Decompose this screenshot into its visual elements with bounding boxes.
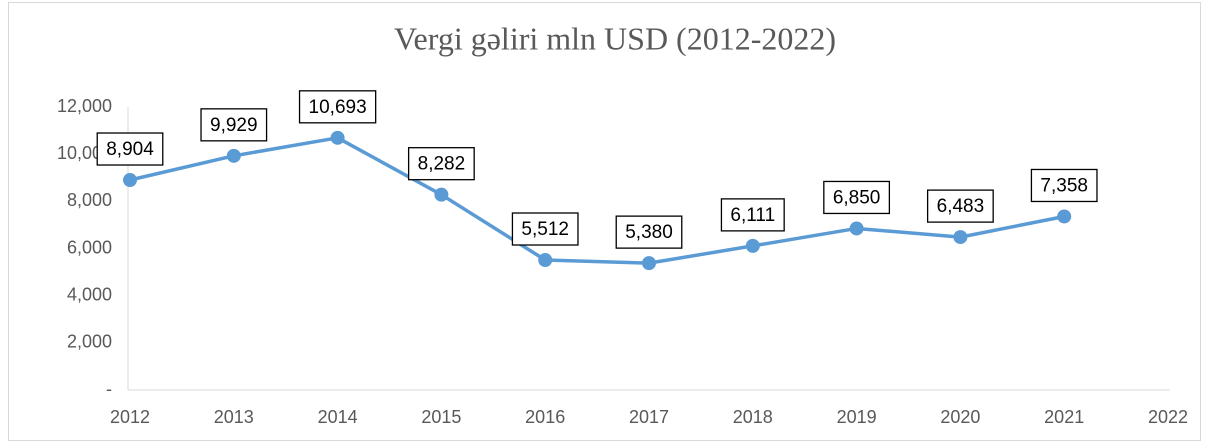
- x-tick-label: 2021: [1044, 407, 1084, 427]
- data-point: [1057, 209, 1072, 224]
- data-label: 6,850: [833, 187, 881, 208]
- y-tick-label: 8,000: [67, 190, 112, 210]
- x-tick-label: 2018: [733, 407, 773, 427]
- data-label: 7,358: [1040, 175, 1088, 196]
- data-point: [330, 130, 345, 145]
- data-label: 5,380: [625, 222, 673, 243]
- data-label: 6,111: [730, 205, 775, 226]
- data-point: [538, 253, 553, 268]
- series-line: [129, 136, 1065, 265]
- x-tick-label: 2019: [837, 407, 877, 427]
- chart-title: Vergi gəliri mln USD (2012-2022): [394, 20, 836, 56]
- data-point: [953, 230, 968, 245]
- x-tick-label: 2020: [940, 407, 980, 427]
- data-label-box: [407, 147, 475, 181]
- data-label-box: [200, 108, 268, 142]
- y-tick-label: 2,000: [67, 332, 112, 352]
- chart-frame: [8, 2, 1201, 441]
- x-tick-label: 2015: [421, 407, 461, 427]
- x-tick-label: 2022: [1148, 407, 1188, 427]
- data-label: 5,512: [521, 219, 569, 240]
- y-tick-label: 12,000: [57, 96, 112, 116]
- data-label: 9,929: [210, 115, 258, 136]
- y-tick-label: -: [106, 379, 112, 399]
- data-label-box: [720, 198, 785, 232]
- data-label: 10,693: [309, 97, 367, 118]
- data-point: [745, 238, 760, 253]
- data-point: [434, 187, 449, 202]
- data-label-box: [926, 189, 994, 223]
- data-label: 6,483: [937, 196, 985, 217]
- x-tick-label: 2017: [629, 407, 669, 427]
- x-tick-label: 2012: [110, 407, 150, 427]
- data-label-box: [298, 90, 377, 124]
- data-point: [849, 221, 864, 236]
- data-label-box: [511, 212, 579, 246]
- data-point: [123, 173, 137, 188]
- data-label-box: [96, 132, 164, 166]
- data-label: 8,282: [418, 154, 466, 175]
- y-tick-label: 4,000: [67, 284, 112, 304]
- x-tick-label: 2016: [525, 407, 565, 427]
- data-label: 8,904: [106, 139, 154, 160]
- data-point: [642, 256, 656, 271]
- x-tick-label: 2014: [318, 407, 358, 427]
- data-label-box: [823, 180, 891, 215]
- y-tick-label: 6,000: [67, 237, 112, 257]
- x-tick-label: 2013: [214, 407, 254, 427]
- data-point: [226, 148, 241, 163]
- data-label-box: [615, 215, 683, 249]
- data-label-box: [1030, 168, 1098, 203]
